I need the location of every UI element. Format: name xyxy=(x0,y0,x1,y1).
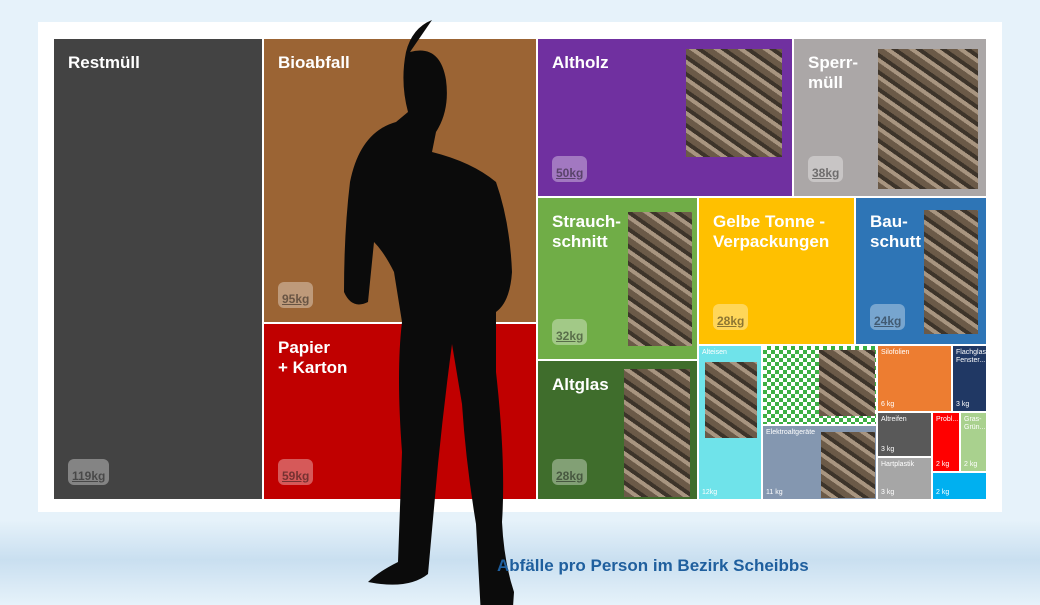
tile-value-label: 12kg xyxy=(702,489,718,496)
tile-photo xyxy=(686,49,782,157)
treemap-tile: Altreifen 3 kg xyxy=(877,412,932,457)
tile-value-label: 24kg xyxy=(870,304,906,330)
treemap-tile: Flachglas, Fenster... 3 kg xyxy=(952,345,987,412)
tile-label: Sperr- müll xyxy=(808,53,859,92)
treemap-tile xyxy=(762,345,877,425)
tile-label: Restmüll xyxy=(68,53,140,72)
treemap-tile: Restmüll 119kg xyxy=(53,38,263,500)
tile-label: Gras- Grün... xyxy=(964,416,986,431)
tile-label: Bioabfall xyxy=(278,53,350,72)
tile-value-label: 32kg xyxy=(552,319,588,345)
treemap-tile: Gelbe Tonne - Verpackungen 28kg xyxy=(698,197,855,345)
tile-value-label: 28kg xyxy=(552,459,588,485)
tile-label: Altholz xyxy=(552,53,609,72)
tile-value-label: 2 kg xyxy=(964,461,978,468)
treemap-tile: Sperr- müll 38kg xyxy=(793,38,987,197)
treemap-tile: Probl... 2 kg xyxy=(932,412,960,472)
tile-value-label: 38kg xyxy=(808,156,844,182)
tile-value-label: 3 kg xyxy=(881,489,895,496)
tile-label: Alteisen xyxy=(702,349,727,356)
chart-title: Abfälle pro Person im Bezirk Scheibbs xyxy=(497,556,809,575)
tile-value-label: 2 kg xyxy=(936,461,950,468)
treemap-tile: Hartplastik 3 kg xyxy=(877,457,932,500)
tile-photo xyxy=(924,210,978,334)
tile-value-label: 2 kg xyxy=(936,489,950,496)
treemap: Restmüll 119kg Bioabfall 95kg Papier + Karto… xyxy=(38,22,1002,512)
tile-value-label: 59kg xyxy=(278,459,314,485)
tile-photo xyxy=(705,362,757,438)
tile-photo xyxy=(628,212,692,346)
treemap-tile: Altglas 28kg xyxy=(537,360,698,500)
treemap-tile: Silofolien 6 kg xyxy=(877,345,952,412)
tile-label: Flachglas, Fenster... xyxy=(956,349,987,364)
treemap-tile: Elektroaltgeräte 11 kg xyxy=(762,425,877,500)
tile-label: Papier + Karton xyxy=(278,338,348,377)
tile-value-label: 95kg xyxy=(278,282,314,308)
tile-value-label: 50kg xyxy=(552,156,588,182)
tile-label: Gelbe Tonne - Verpackungen xyxy=(713,212,830,251)
tile-photo xyxy=(819,350,875,416)
person-silhouette xyxy=(344,20,514,605)
tile-value-label: 119kg xyxy=(68,459,110,485)
tile-label: Strauch- schnitt xyxy=(552,212,621,251)
tile-value-label: 28kg xyxy=(713,304,749,330)
tile-label: Bau- schutt xyxy=(870,212,921,251)
tile-label: Silofolien xyxy=(881,349,910,356)
tile-label: Altglas xyxy=(552,375,609,394)
treemap-tile: Bau- schutt 24kg xyxy=(855,197,987,345)
tile-value-label: 3 kg xyxy=(956,401,970,408)
tile-photo xyxy=(821,432,875,498)
tile-label: Hartplastik xyxy=(881,461,915,468)
treemap-tile: Strauch- schnitt 32kg xyxy=(537,197,698,360)
tile-value-label: 11 kg xyxy=(766,489,783,496)
tile-label: Elektroaltgeräte xyxy=(766,429,816,436)
treemap-tile: Gras- Grün... 2 kg xyxy=(960,412,987,472)
tile-value-label: 3 kg xyxy=(881,446,895,453)
treemap-tile: 2 kg xyxy=(932,472,987,500)
treemap-tile: Alteisen 12kg xyxy=(698,345,762,500)
tile-label: Altreifen xyxy=(881,416,907,423)
tile-photo xyxy=(878,49,978,189)
tile-value-label: 6 kg xyxy=(881,401,895,408)
tile-label: Probl... xyxy=(936,416,959,423)
treemap-tile: Altholz 50kg xyxy=(537,38,793,197)
tile-photo xyxy=(624,369,690,497)
